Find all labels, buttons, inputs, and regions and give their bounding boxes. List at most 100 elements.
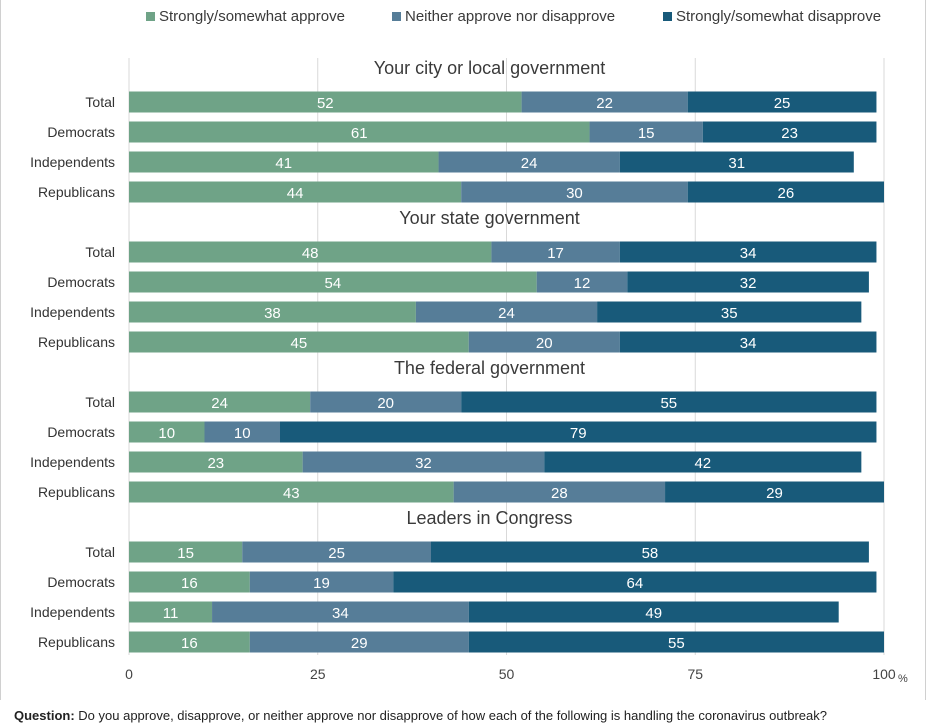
bar-segment-approve (129, 571, 250, 593)
bar-segment-disapprove (461, 391, 877, 413)
data-label: 64 (627, 575, 644, 592)
legend-label-disapprove: Strongly/somewhat disapprove (676, 8, 882, 25)
question-footer: Question: Do you approve, disapprove, or… (14, 708, 924, 723)
data-label: 55 (668, 635, 685, 652)
x-tick-label-50: 50 (499, 666, 515, 682)
data-label: 10 (234, 425, 251, 442)
bar-segment-disapprove (619, 241, 877, 263)
data-label: 34 (332, 605, 349, 622)
bar-segment-disapprove (468, 631, 884, 653)
data-label: 26 (778, 185, 795, 202)
data-label: 43 (283, 485, 300, 502)
bar-segment-disapprove (687, 181, 884, 203)
row-label: Democrats (47, 424, 115, 440)
bar-segment-neither (453, 481, 666, 503)
x-axis-unit: % (898, 673, 908, 685)
row-label: Independents (30, 604, 115, 620)
data-label: 34 (740, 245, 757, 262)
data-label: 24 (498, 305, 515, 322)
data-label: 12 (574, 275, 591, 292)
bar-segment-approve (129, 631, 250, 653)
data-label: 16 (181, 635, 198, 652)
data-label: 31 (728, 155, 745, 172)
row-label: Independents (30, 454, 115, 470)
bar-segment-approve (129, 451, 303, 473)
bar-segment-neither (491, 241, 620, 263)
bar-segment-disapprove (687, 91, 877, 113)
data-label: 41 (275, 155, 292, 172)
legend-item-disapprove: Strongly/somewhat disapprove (663, 8, 881, 25)
bar-segment-approve (129, 301, 416, 323)
chart-legend: Strongly/somewhat approve Neither approv… (0, 8, 926, 30)
x-tick-label-25: 25 (310, 666, 326, 682)
row-label: Republicans (38, 184, 115, 200)
data-label: 15 (638, 125, 655, 142)
row-label: Democrats (47, 274, 115, 290)
bar-segment-neither (242, 541, 431, 563)
data-label: 24 (211, 395, 228, 412)
bar-segment-neither (589, 121, 703, 143)
data-label: 35 (721, 305, 738, 322)
data-label: 38 (264, 305, 281, 322)
bar-segment-approve (129, 271, 537, 293)
bar-segment-approve (129, 601, 213, 623)
legend-item-approve: Strongly/somewhat approve (146, 8, 345, 25)
bar-segment-neither (212, 601, 469, 623)
bar-segment-neither (204, 421, 280, 443)
group-title: Your state government (399, 208, 579, 228)
row-label: Democrats (47, 574, 115, 590)
data-label: 25 (774, 95, 791, 112)
data-label: 22 (596, 95, 613, 112)
data-label: 16 (181, 575, 198, 592)
bar-segment-approve (129, 121, 590, 143)
data-label: 20 (536, 335, 553, 352)
data-label: 20 (377, 395, 394, 412)
bar-segment-disapprove (280, 421, 877, 443)
x-tick-label-0: 0 (125, 666, 133, 682)
data-label: 25 (328, 545, 345, 562)
data-label: 29 (766, 485, 783, 502)
group-title: Your city or local government (374, 58, 605, 78)
data-label: 54 (325, 275, 342, 292)
bar-segment-neither (415, 301, 598, 323)
stacked-bar-chart: 0 25 50 75 100 % Your city or local government… (0, 0, 926, 700)
data-label: 32 (415, 455, 432, 472)
legend-swatch-neither (392, 12, 401, 21)
data-label: 28 (551, 485, 568, 502)
bar-segment-disapprove (702, 121, 877, 143)
data-label: 52 (317, 95, 334, 112)
group-title: The federal government (394, 358, 585, 378)
bar-segment-disapprove (544, 451, 862, 473)
bar-segment-neither (249, 571, 394, 593)
data-label: 29 (351, 635, 368, 652)
row-label: Republicans (38, 634, 115, 650)
row-label: Republicans (38, 334, 115, 350)
row-label: Democrats (47, 124, 115, 140)
bar-segment-disapprove (665, 481, 884, 503)
data-label: 49 (645, 605, 662, 622)
data-label: 44 (287, 185, 304, 202)
data-label: 48 (302, 245, 319, 262)
data-label: 32 (740, 275, 757, 292)
data-label: 24 (521, 155, 538, 172)
bar-segment-neither (468, 331, 620, 353)
x-tick-label-75: 75 (687, 666, 703, 682)
bar-segment-approve (129, 91, 522, 113)
bar-segment-neither (302, 451, 545, 473)
bar-segment-disapprove (619, 151, 854, 173)
bar-segment-disapprove (468, 601, 839, 623)
bar-segment-neither (521, 91, 688, 113)
data-label: 42 (694, 455, 711, 472)
x-tick-label-100: 100 (872, 666, 896, 682)
legend-label-approve: Strongly/somewhat approve (159, 8, 345, 25)
bar-segment-approve (129, 151, 439, 173)
data-label: 23 (207, 455, 224, 472)
data-label: 79 (570, 425, 587, 442)
row-label: Total (85, 244, 115, 260)
row-label: Independents (30, 304, 115, 320)
data-label: 19 (313, 575, 330, 592)
data-label: 45 (291, 335, 308, 352)
bar-segment-approve (129, 481, 454, 503)
bar-segment-disapprove (627, 271, 869, 293)
data-label: 34 (740, 335, 757, 352)
